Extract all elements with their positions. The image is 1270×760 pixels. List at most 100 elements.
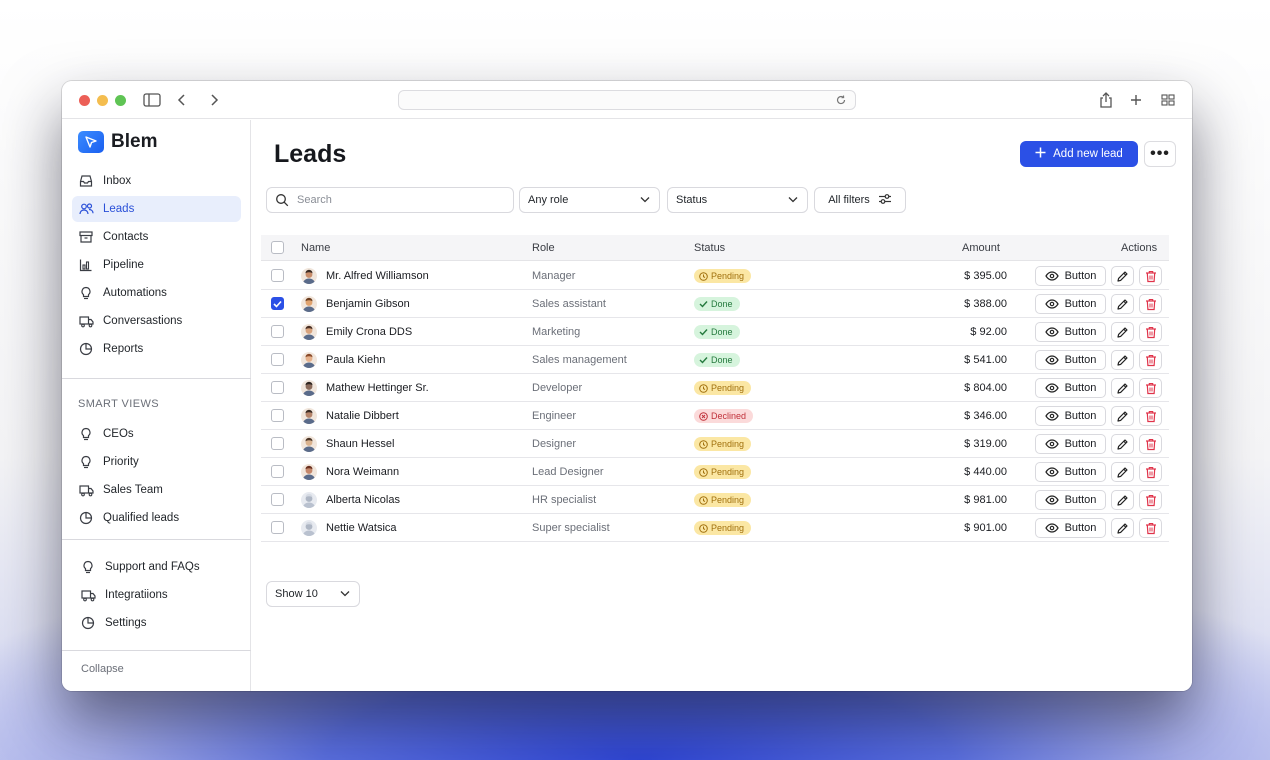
view-button[interactable]: Button [1035, 322, 1106, 342]
search-input[interactable]: Search [266, 187, 514, 213]
sidebar-item-inbox[interactable]: Inbox [72, 168, 241, 194]
lead-name[interactable]: Benjamin Gibson [326, 298, 410, 310]
sidebar-item-ceos[interactable]: CEOs [72, 421, 241, 447]
close-window-button[interactable] [79, 95, 90, 106]
delete-button[interactable] [1139, 406, 1162, 426]
column-header-name[interactable]: Name [301, 242, 331, 254]
sidebar-item-sales-team[interactable]: Sales Team [72, 477, 241, 503]
lead-name[interactable]: Paula Kiehn [326, 354, 386, 366]
brand[interactable]: Blem [78, 131, 157, 153]
status-select[interactable]: Status [667, 187, 808, 213]
more-options-button[interactable]: ••• [1144, 141, 1176, 167]
edit-button[interactable] [1111, 462, 1134, 482]
role-select[interactable]: Any role [519, 187, 660, 213]
view-button[interactable]: Button [1035, 266, 1106, 286]
column-header-amount[interactable]: Amount [962, 242, 1000, 254]
view-button[interactable]: Button [1035, 350, 1106, 370]
row-checkbox[interactable] [271, 409, 284, 422]
view-button[interactable]: Button [1035, 406, 1106, 426]
sidebar-item-leads[interactable]: Leads [72, 196, 241, 222]
row-checkbox[interactable] [271, 269, 284, 282]
view-button[interactable]: Button [1035, 294, 1106, 314]
table-row[interactable]: Nora Weimann Lead Designer Pending $ 440.00… [261, 458, 1169, 486]
reload-icon[interactable] [835, 93, 849, 107]
lead-name[interactable]: Mathew Hettinger Sr. [326, 382, 429, 394]
table-row[interactable]: Shaun Hessel Designer Pending $ 319.00 Butto… [261, 430, 1169, 458]
row-checkbox[interactable] [271, 297, 284, 310]
sidebar-item-pipeline[interactable]: Pipeline [72, 252, 241, 278]
edit-button[interactable] [1111, 350, 1134, 370]
view-button[interactable]: Button [1035, 462, 1106, 482]
edit-button[interactable] [1111, 490, 1134, 510]
table-row[interactable]: Alberta Nicolas HR specialist Pending $ 981… [261, 486, 1169, 514]
lead-name[interactable]: Nettie Watsica [326, 522, 397, 534]
edit-button[interactable] [1111, 322, 1134, 342]
row-checkbox[interactable] [271, 493, 284, 506]
lead-name[interactable]: Emily Crona DDS [326, 326, 413, 338]
lead-name[interactable]: Shaun Hessel [326, 438, 395, 450]
view-button[interactable]: Button [1035, 518, 1106, 538]
edit-button[interactable] [1111, 294, 1134, 314]
row-checkbox[interactable] [271, 381, 284, 394]
table-row[interactable]: Benjamin Gibson Sales assistant Done $ 388.… [261, 290, 1169, 318]
lead-name[interactable]: Nora Weimann [326, 466, 400, 478]
delete-button[interactable] [1139, 462, 1162, 482]
delete-button[interactable] [1139, 322, 1162, 342]
sidebar-item-priority[interactable]: Priority [72, 449, 241, 475]
minimize-window-button[interactable] [97, 95, 108, 106]
lead-name[interactable]: Mr. Alfred Williamson [326, 270, 429, 282]
view-button[interactable]: Button [1035, 434, 1106, 454]
table-row[interactable]: Mathew Hettinger Sr. Developer Pending $ 80… [261, 374, 1169, 402]
column-header-status[interactable]: Status [694, 242, 726, 254]
pie-icon [78, 341, 94, 357]
address-bar[interactable] [398, 90, 856, 110]
edit-button[interactable] [1111, 406, 1134, 426]
delete-button[interactable] [1139, 350, 1162, 370]
new-tab-icon[interactable] [1126, 91, 1146, 109]
add-new-lead-button[interactable]: Add new lead [1020, 141, 1138, 167]
table-row[interactable]: Nettie Watsica Super specialist Pending $ 9… [261, 514, 1169, 542]
sidebar-item-automations[interactable]: Automations [72, 280, 241, 306]
edit-button[interactable] [1111, 378, 1134, 398]
sidebar-item-conversations[interactable]: Conversastions [72, 308, 241, 334]
sidebar-item-reports[interactable]: Reports [72, 336, 241, 362]
delete-button[interactable] [1139, 266, 1162, 286]
edit-button[interactable] [1111, 518, 1134, 538]
all-filters-button[interactable]: All filters [814, 187, 906, 213]
delete-button[interactable] [1139, 378, 1162, 398]
row-checkbox[interactable] [271, 465, 284, 478]
delete-button[interactable] [1139, 518, 1162, 538]
delete-button[interactable] [1139, 490, 1162, 510]
column-header-role[interactable]: Role [532, 242, 555, 254]
select-all-checkbox[interactable] [271, 241, 284, 254]
table-row[interactable]: Mr. Alfred Williamson Manager Pending $ 395… [261, 262, 1169, 290]
sidebar-item-contacts[interactable]: Contacts [72, 224, 241, 250]
lead-name[interactable]: Alberta Nicolas [326, 494, 400, 506]
edit-button[interactable] [1111, 266, 1134, 286]
sidebar-item-qualified-leads[interactable]: Qualified leads [72, 505, 241, 531]
row-checkbox[interactable] [271, 437, 284, 450]
page-size-select[interactable]: Show 10 [266, 581, 360, 607]
row-checkbox[interactable] [271, 325, 284, 338]
sidebar-item-support[interactable]: Support and FAQs [74, 554, 243, 580]
sidebar-item-settings[interactable]: Settings [74, 610, 243, 636]
delete-button[interactable] [1139, 294, 1162, 314]
table-row[interactable]: Emily Crona DDS Marketing Done $ 92.00 Butto… [261, 318, 1169, 346]
back-icon[interactable] [172, 91, 192, 109]
view-button[interactable]: Button [1035, 490, 1106, 510]
delete-button[interactable] [1139, 434, 1162, 454]
sidebar-toggle-icon[interactable] [142, 91, 162, 109]
tab-overview-icon[interactable] [1158, 91, 1178, 109]
row-checkbox[interactable] [271, 353, 284, 366]
view-button[interactable]: Button [1035, 378, 1106, 398]
collapse-button[interactable]: Collapse [81, 663, 124, 675]
row-checkbox[interactable] [271, 521, 284, 534]
sidebar-item-integrations[interactable]: Integratiions [74, 582, 243, 608]
table-row[interactable]: Paula Kiehn Sales management Done $ 541.00 B… [261, 346, 1169, 374]
maximize-window-button[interactable] [115, 95, 126, 106]
edit-button[interactable] [1111, 434, 1134, 454]
share-icon[interactable] [1096, 91, 1116, 109]
forward-icon[interactable] [204, 91, 224, 109]
lead-name[interactable]: Natalie Dibbert [326, 410, 399, 422]
table-row[interactable]: Natalie Dibbert Engineer Declined $ 346.00 B… [261, 402, 1169, 430]
